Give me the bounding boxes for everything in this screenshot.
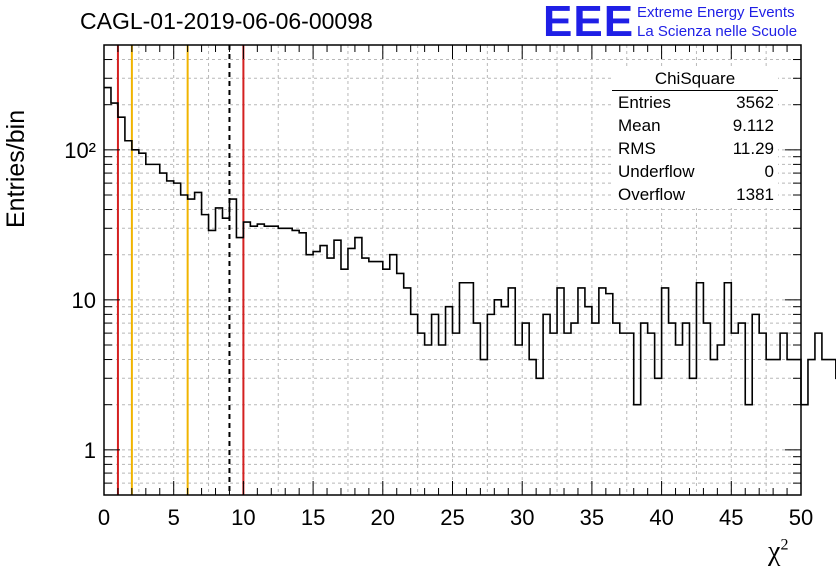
stats-value: 1381 <box>736 185 774 204</box>
stats-row: Entries 3562 <box>618 92 774 114</box>
x-tick-label: 25 <box>440 505 464 530</box>
stats-key: Entries <box>618 93 671 112</box>
x-tick-label: 0 <box>98 505 110 530</box>
x-tick-label: 35 <box>580 505 604 530</box>
x-tick-label: 30 <box>510 505 534 530</box>
histogram-series <box>104 86 836 406</box>
stats-row: Mean 9.112 <box>618 115 774 137</box>
stats-value: 3562 <box>736 93 774 112</box>
stats-key: Mean <box>618 116 661 135</box>
x-tick-label: 45 <box>719 505 743 530</box>
logo-line-1: Extreme Energy Events <box>637 4 795 21</box>
eee-logo: EEE <box>543 0 635 46</box>
chart-title: CAGL-01-2019-06-06-00098 <box>80 8 373 34</box>
y-tick-label: 10 <box>72 288 96 313</box>
x-tick-label: 10 <box>231 505 255 530</box>
x-tick-label: 5 <box>168 505 180 530</box>
stats-row: Underflow 0 <box>618 161 774 183</box>
stats-header: ChiSquare <box>612 68 778 91</box>
stats-value: 9.112 <box>732 116 774 135</box>
stats-key: RMS <box>618 139 656 158</box>
stats-row: Overflow 1381 <box>618 184 774 206</box>
x-axis-label: χ2 <box>768 536 789 567</box>
stats-value: 0 <box>764 162 774 181</box>
y-tick-label: 10² <box>64 138 96 163</box>
y-tick-label: 1 <box>84 438 96 463</box>
stats-value: 11.29 <box>732 139 774 158</box>
x-tick-label: 50 <box>789 505 813 530</box>
y-axis-label: Entries/bin <box>2 109 30 228</box>
x-tick-label: 15 <box>301 505 325 530</box>
logo-line-2: La Scienza nelle Scuole <box>637 23 798 40</box>
x-tick-label: 40 <box>649 505 673 530</box>
stats-row: RMS 11.29 <box>618 138 774 160</box>
stats-key: Overflow <box>618 185 686 204</box>
x-tick-label: 20 <box>371 505 395 530</box>
stats-key: Underflow <box>618 162 695 181</box>
stats-box: ChiSquare Entries 3562 Mean 9.112 RMS 11… <box>612 68 778 208</box>
